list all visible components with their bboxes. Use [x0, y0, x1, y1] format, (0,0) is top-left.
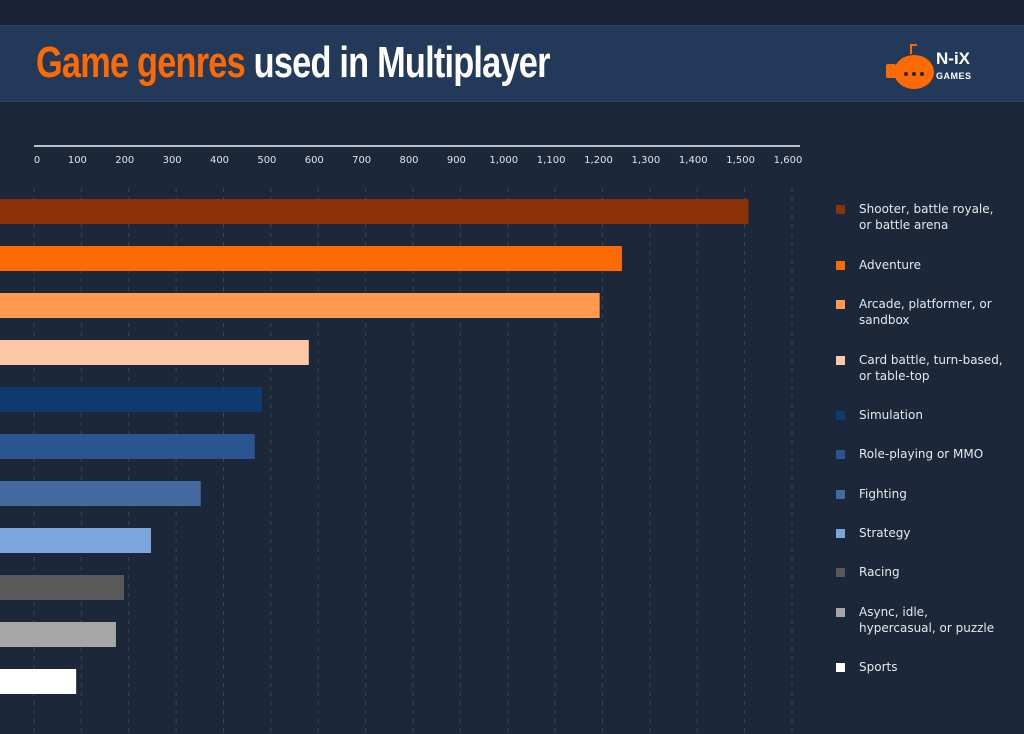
x-tick-label: 900: [447, 155, 466, 166]
legend-label: Adventure: [859, 257, 1024, 273]
x-tick-label: 1,600: [774, 155, 803, 166]
legend-swatch: [836, 490, 845, 499]
bar-10: [0, 622, 116, 647]
legend-swatch: [836, 568, 845, 577]
x-tick-label: 1,500: [726, 155, 755, 166]
legend-label: Strategy: [859, 525, 1024, 541]
bar-6: [0, 434, 255, 459]
legend-label-line: Racing: [859, 565, 900, 579]
logo-subtext: GAMES: [936, 71, 972, 81]
bar-8: [0, 528, 152, 553]
x-tick-label: 100: [68, 155, 87, 166]
x-tick-label: 400: [210, 155, 229, 166]
legend-label: Role-playing or MMO: [859, 446, 1024, 462]
x-tick-label: 1,000: [489, 155, 518, 166]
legend-label: Async, idle, hypercasual, or puzzle: [859, 604, 1024, 636]
legend-swatch: [836, 450, 845, 459]
bar-7: [0, 481, 201, 506]
legend-swatch: [836, 663, 845, 672]
x-tick-label: 300: [163, 155, 182, 166]
legend-label-line: Fighting: [859, 487, 907, 501]
legend-swatch: [836, 261, 845, 270]
legend-swatch: [836, 411, 845, 420]
legend-label-line: sandbox: [859, 313, 910, 327]
legend-label-line: Strategy: [859, 526, 911, 540]
legend-swatch: [836, 205, 845, 214]
legend-label: Arcade, platformer, or sandbox: [859, 296, 1024, 328]
x-tick-label: 800: [399, 155, 418, 166]
bar-11: [0, 669, 77, 694]
legend-label-line: Card battle, turn-based,: [859, 353, 1003, 367]
top-band: [0, 0, 1024, 25]
legend-label-line: Shooter, battle royale,: [859, 202, 994, 216]
x-tick-label: 500: [257, 155, 276, 166]
submarine-icon: [886, 44, 934, 89]
legend-label-line: Role-playing or MMO: [859, 447, 984, 461]
x-tick-label: 1,200: [584, 155, 613, 166]
title-highlight: Game genres: [36, 38, 246, 87]
legend-label: Shooter, battle royale, or battle arena: [859, 201, 1024, 233]
legend-label-line: hypercasual, or puzzle: [859, 621, 995, 635]
x-tick-label: 600: [305, 155, 324, 166]
legend-label-line: Sports: [859, 660, 898, 674]
legend-swatch: [836, 356, 845, 365]
legend-label: Card battle, turn-based, or table-top: [859, 352, 1024, 384]
n-ix-games-logo: N-iX GAMES: [886, 44, 996, 94]
legend-label: Fighting: [859, 486, 1024, 502]
legend-label-line: Arcade, platformer, or: [859, 297, 992, 311]
title-rest: used in Multiplayer: [253, 38, 551, 87]
legend-label: Sports: [859, 659, 1024, 675]
legend-label-line: or battle arena: [859, 218, 949, 232]
bar-2: [0, 246, 622, 271]
x-tick-label: 200: [115, 155, 134, 166]
legend-label-line: Simulation: [859, 408, 923, 422]
logo-text: N-iX: [936, 49, 970, 68]
legend-label-line: Async, idle,: [859, 605, 928, 619]
x-tick-label: 700: [352, 155, 371, 166]
bar-3: [0, 293, 600, 318]
x-tick-label: 0: [34, 155, 40, 166]
bar-5: [0, 387, 262, 412]
header: Game genres used in Multiplayer N-iX GAM…: [0, 25, 1024, 102]
bar-9: [0, 575, 125, 600]
legend-swatch: [836, 300, 845, 309]
x-tick-label: 1,400: [679, 155, 708, 166]
x-tick-label: 1,300: [632, 155, 661, 166]
legend-swatch: [836, 529, 845, 538]
legend-swatch: [836, 608, 845, 617]
legend-label-line: or table-top: [859, 369, 930, 383]
legend-label: Simulation: [859, 407, 1024, 423]
legend-label-line: Adventure: [859, 258, 922, 272]
chart-title: Game genres used in Multiplayer: [36, 38, 550, 88]
bar-1: [0, 199, 749, 224]
bar-4: [0, 340, 309, 365]
legend-label: Racing: [859, 564, 1024, 580]
x-tick-label: 1,100: [537, 155, 566, 166]
